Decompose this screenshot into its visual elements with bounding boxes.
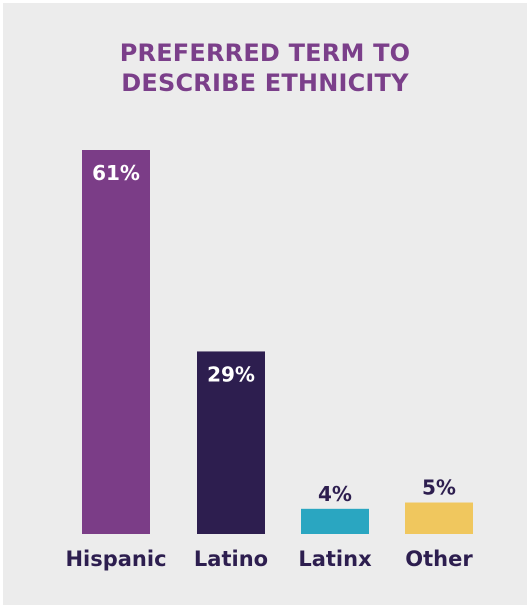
data-label-latinx: 4% — [318, 482, 352, 506]
data-label-latino: 29% — [207, 362, 255, 386]
chart-title: PREFERRED TERM TO DESCRIBE ETHNICITY — [3, 38, 527, 98]
data-label-other: 5% — [422, 476, 456, 500]
category-label-hispanic: Hispanic — [65, 547, 166, 571]
chart-title-line-2: DESCRIBE ETHNICITY — [121, 69, 409, 97]
bar-latinx — [301, 508, 369, 534]
bar-hispanic — [82, 150, 150, 534]
chart-title-line-1: PREFERRED TERM TO — [119, 39, 411, 67]
bar-latino — [197, 351, 265, 534]
category-label-latinx: Latinx — [298, 547, 372, 571]
bar-other — [405, 502, 473, 534]
category-label-latino: Latino — [194, 547, 268, 571]
category-label-other: Other — [405, 547, 473, 571]
data-label-hispanic: 61% — [92, 161, 140, 185]
